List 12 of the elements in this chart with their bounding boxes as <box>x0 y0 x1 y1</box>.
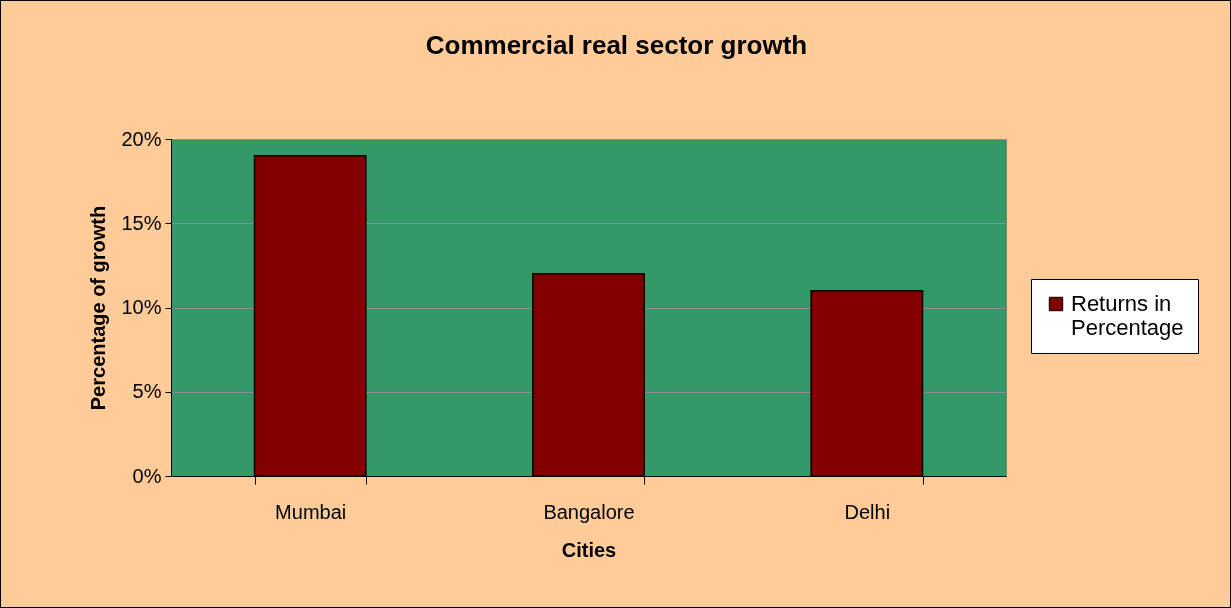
y-tick-label: 15% <box>121 211 162 234</box>
y-tick-label: 5% <box>132 380 162 403</box>
y-tick-label: 10% <box>121 296 162 318</box>
y-axis-title: Percentage of growth <box>87 205 110 411</box>
x-tick-label: Delhi <box>844 500 891 523</box>
y-tick-label: 20% <box>121 127 162 150</box>
y-tick-label: 0% <box>132 464 162 487</box>
legend-label: Returns in Percentage <box>1071 291 1184 340</box>
x-tick-label: Mumbai <box>275 500 347 523</box>
chart-title: Commercial real sector growth <box>425 30 808 60</box>
x-axis-title: Cities <box>561 538 617 561</box>
x-tick-label: Bangalore <box>543 500 635 523</box>
